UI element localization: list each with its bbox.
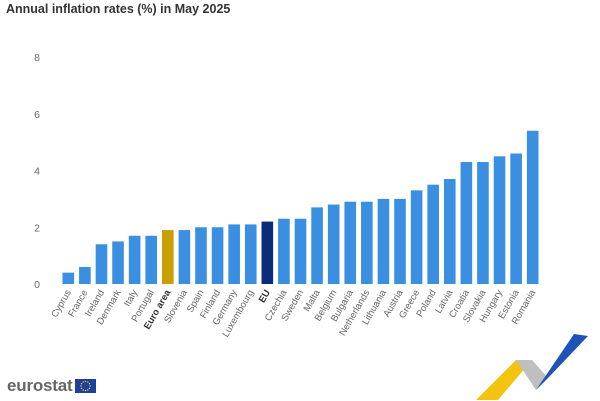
- bar-bulgaria[interactable]: [344, 201, 357, 284]
- flag-star: [81, 383, 83, 385]
- bar-portugal[interactable]: [145, 235, 158, 284]
- bar-belgium[interactable]: [327, 204, 340, 284]
- bar-france[interactable]: [79, 266, 91, 284]
- bar-austria[interactable]: [394, 198, 406, 285]
- bar-netherlands[interactable]: [361, 201, 373, 284]
- bar-croatia[interactable]: [460, 161, 473, 284]
- bar-chart: 0 2 4 6 8 CyprusFranceIrelandDenmarkItalyPor…: [34, 52, 539, 339]
- bar-hungary[interactable]: [493, 156, 506, 284]
- flag-star: [82, 389, 85, 391]
- flag-star: [87, 389, 89, 391]
- flag-star: [80, 385, 83, 387]
- flag-star: [89, 383, 91, 385]
- eu-flag-icon: [75, 379, 97, 393]
- bar-ireland[interactable]: [95, 244, 108, 284]
- y-axis: 0 2 4 6 8: [34, 52, 40, 291]
- bar-italy[interactable]: [128, 235, 141, 284]
- bar-greece[interactable]: [410, 190, 423, 284]
- y-tick-label: 4: [34, 166, 40, 178]
- flag-star: [85, 380, 87, 383]
- bar-finland[interactable]: [211, 227, 224, 284]
- bar-slovakia[interactable]: [477, 161, 489, 284]
- bars: [62, 130, 539, 285]
- logo-text: eurostat: [7, 376, 73, 395]
- bar-germany[interactable]: [228, 224, 240, 284]
- flag-star: [85, 389, 87, 392]
- eurostat-logo: eurostat: [7, 376, 97, 396]
- bar-eu[interactable]: [261, 221, 274, 284]
- bar-estonia[interactable]: [510, 153, 522, 284]
- bar-sweden[interactable]: [294, 218, 307, 284]
- flag-star: [87, 381, 89, 383]
- y-tick-label: 0: [34, 279, 40, 291]
- bar-lithuania[interactable]: [377, 198, 390, 285]
- bar-czechia[interactable]: [278, 218, 290, 284]
- flag-star: [82, 381, 85, 383]
- bar-malta[interactable]: [311, 207, 323, 284]
- bar-cyprus[interactable]: [62, 272, 75, 284]
- bar-luxembourg[interactable]: [244, 224, 257, 284]
- x-axis: CyprusFranceIrelandDenmarkItalyPortugalE…: [49, 287, 538, 339]
- y-tick-label: 2: [34, 222, 40, 234]
- flag-star: [89, 387, 91, 389]
- bar-poland[interactable]: [427, 184, 439, 284]
- bar-spain[interactable]: [195, 227, 207, 284]
- y-tick-label: 6: [34, 109, 40, 121]
- bar-latvia[interactable]: [443, 179, 456, 284]
- flag-star: [89, 385, 92, 387]
- chart-title: Annual inflation rates (%) in May 2025: [6, 2, 231, 16]
- flag-star: [81, 387, 83, 389]
- bar-slovenia[interactable]: [178, 230, 191, 284]
- bar-euro-area[interactable]: [162, 230, 174, 284]
- bar-denmark[interactable]: [112, 241, 124, 284]
- eurostat-arrow-decoration: [476, 334, 588, 400]
- y-tick-label: 8: [34, 52, 40, 64]
- bar-romania[interactable]: [526, 130, 539, 284]
